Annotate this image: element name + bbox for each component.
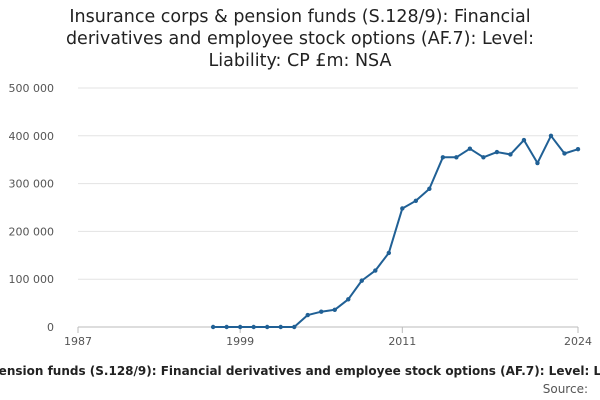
data-point xyxy=(224,324,229,330)
y-tick-label: 300 000 xyxy=(9,178,55,191)
chart-title-line-2: derivatives and employee stock options (… xyxy=(65,29,535,49)
data-point xyxy=(548,133,554,138)
data-point xyxy=(251,324,256,330)
y-tick-label: 400 000 xyxy=(9,130,55,143)
x-axis-label-container: Insurance corps & pension funds (S.128/9… xyxy=(0,364,600,384)
grid-lines xyxy=(78,87,578,280)
data-point xyxy=(535,160,540,166)
chart-title-line-3: Liability: CP £m: NSA xyxy=(208,51,392,71)
data-point xyxy=(467,146,473,151)
source-label: Source: xyxy=(542,382,588,396)
data-point xyxy=(521,137,527,143)
data-point xyxy=(575,146,581,152)
data-point xyxy=(562,151,567,156)
data-point xyxy=(373,268,378,273)
y-tick-label: 0 xyxy=(47,321,54,334)
x-axis-label: Insurance corps & pension funds (S.128/9… xyxy=(0,364,600,378)
chart-title: Insurance corps & pension funds (S.128/9… xyxy=(0,6,600,72)
data-point xyxy=(508,152,513,157)
data-point xyxy=(210,324,216,330)
data-point xyxy=(386,250,392,256)
data-point xyxy=(481,155,486,160)
data-point xyxy=(413,198,419,204)
x-tick-label: 1999 xyxy=(226,335,254,348)
y-tick-label: 200 000 xyxy=(9,225,55,238)
data-point xyxy=(305,312,310,318)
data-point xyxy=(278,324,283,330)
data-point xyxy=(427,186,432,192)
chart-title-line-1: Insurance corps & pension funds (S.128/9… xyxy=(69,7,531,27)
data-point xyxy=(292,324,297,330)
data-point xyxy=(332,307,337,312)
x-tick-label: 2011 xyxy=(388,335,416,348)
y-tick-label: 100 000 xyxy=(9,273,55,286)
x-tick-label: 1987 xyxy=(64,335,92,348)
data-point xyxy=(400,206,405,211)
series-line xyxy=(213,134,579,328)
y-tick-label: 500 000 xyxy=(9,82,55,95)
data-point xyxy=(440,155,446,160)
y-axis-ticks: 0 100 000 200 000 300 000 400 000 500 000 xyxy=(9,82,55,334)
x-tick-label: 2024 xyxy=(564,335,592,348)
data-point xyxy=(319,309,324,314)
data-point xyxy=(237,324,243,330)
x-axis-ticks: 1987 1999 2011 2024 xyxy=(64,327,592,348)
data-point xyxy=(346,297,351,302)
series-points xyxy=(210,133,581,330)
data-point xyxy=(454,155,459,160)
data-point xyxy=(264,324,270,330)
data-point xyxy=(359,278,364,283)
data-point xyxy=(494,149,500,155)
